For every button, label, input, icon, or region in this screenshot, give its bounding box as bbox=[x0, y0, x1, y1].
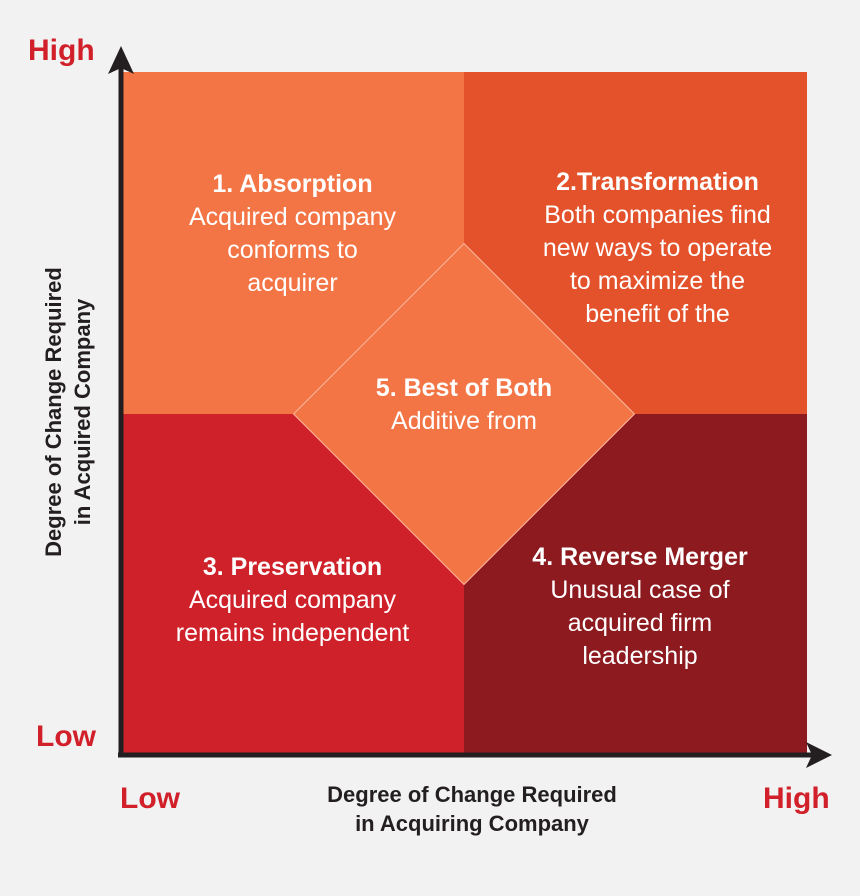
reverse-merger-text: 4. Reverse Merger Unusual case of acquir… bbox=[440, 541, 840, 673]
absorption-line: conforms to bbox=[227, 236, 358, 264]
transformation-title: 2.Transformation bbox=[556, 168, 759, 196]
x-axis-title-line: in Acquiring Company bbox=[355, 811, 589, 836]
x-axis-title: Degree of Change Required in Acquiring C… bbox=[292, 780, 652, 838]
transformation-line: Both companies find bbox=[544, 201, 771, 229]
absorption-title: 1. Absorption bbox=[212, 170, 373, 198]
transformation-text: 2.Transformation Both companies find new… bbox=[500, 166, 815, 331]
y-axis-high-label: High bbox=[28, 34, 95, 67]
y-axis-title: Degree of Change Required in Acquired Co… bbox=[39, 232, 97, 592]
preservation-line: remains independent bbox=[175, 619, 410, 647]
absorption-line: Acquired company bbox=[188, 203, 397, 231]
preservation-title: 3. Preservation bbox=[202, 553, 383, 581]
x-axis-arrowhead bbox=[806, 742, 832, 768]
y-axis-arrowhead bbox=[108, 46, 134, 74]
best-of-both-text: 5. Best of Both Additive from bbox=[330, 372, 598, 438]
y-axis-low-label: Low bbox=[36, 720, 96, 753]
y-axis-title-line: in Acquired Company bbox=[70, 298, 95, 526]
reverse-merger-line: leadership bbox=[582, 642, 698, 670]
y-axis-title-line: Degree of Change Required bbox=[41, 267, 66, 557]
absorption-text: 1. Absorption Acquired company conforms … bbox=[121, 168, 464, 300]
reverse-merger-title: 4. Reverse Merger bbox=[532, 543, 748, 571]
transformation-line: benefit of the bbox=[585, 300, 730, 328]
x-axis-high-label: High bbox=[763, 782, 830, 815]
preservation-text: 3. Preservation Acquired company remains… bbox=[121, 551, 464, 650]
best-of-both-line: Additive from bbox=[391, 407, 537, 435]
transformation-line: new ways to operate bbox=[542, 234, 773, 262]
x-axis-low-label: Low bbox=[120, 782, 180, 815]
reverse-merger-line: acquired firm bbox=[567, 609, 713, 637]
absorption-line: acquirer bbox=[247, 269, 338, 297]
best-of-both-title: 5. Best of Both bbox=[375, 374, 553, 402]
x-axis-title-line: Degree of Change Required bbox=[327, 782, 617, 807]
preservation-line: Acquired company bbox=[188, 586, 397, 614]
transformation-line: to maximize the bbox=[569, 267, 746, 295]
reverse-merger-line: Unusual case of bbox=[550, 576, 730, 604]
